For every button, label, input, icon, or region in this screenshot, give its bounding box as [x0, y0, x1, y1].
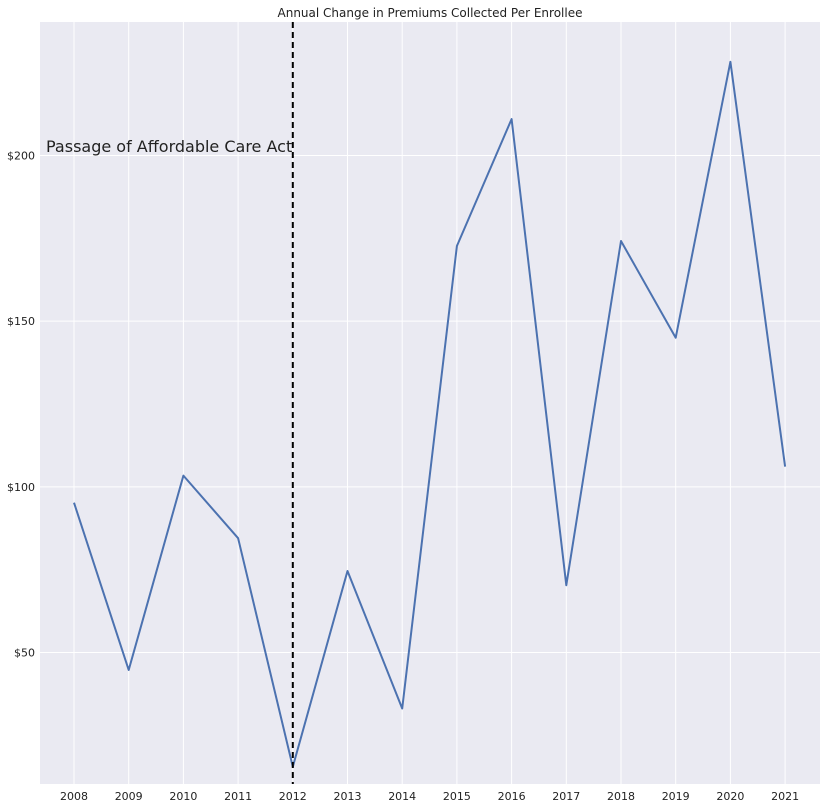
x-tick-label: 2021: [771, 790, 799, 803]
x-tick-label: 2009: [115, 790, 143, 803]
chart-title: Annual Change in Premiums Collected Per …: [278, 6, 583, 20]
x-tick-label: 2014: [388, 790, 416, 803]
y-axis-ticks: $50 $100 $150 $200: [7, 150, 35, 660]
series-layer: [73, 60, 787, 768]
x-tick-label: 2012: [279, 790, 307, 803]
x-axis-ticks: 2008 2009 2010 2011 2012 2013 2014 2015 2016 2017…: [60, 790, 799, 803]
y-tick-label: $200: [7, 150, 35, 163]
x-tick-label: 2020: [716, 790, 744, 803]
plot-area: [40, 22, 820, 784]
x-tick-label: 2018: [607, 790, 635, 803]
y-tick-label: $50: [14, 646, 35, 659]
x-tick-label: 2013: [334, 790, 362, 803]
y-tick-label: $150: [7, 315, 35, 328]
x-tick-label: 2015: [443, 790, 471, 803]
x-tick-label: 2010: [169, 790, 197, 803]
y-tick-label: $100: [7, 481, 35, 494]
x-tick-label: 2017: [552, 790, 580, 803]
x-tick-label: 2008: [60, 790, 88, 803]
x-tick-label: 2019: [662, 790, 690, 803]
series-line: [73, 60, 787, 768]
annotation-label: Passage of Affordable Care Act: [46, 137, 292, 156]
x-tick-label: 2011: [224, 790, 252, 803]
x-tick-label: 2016: [498, 790, 526, 803]
grid: [40, 22, 820, 784]
